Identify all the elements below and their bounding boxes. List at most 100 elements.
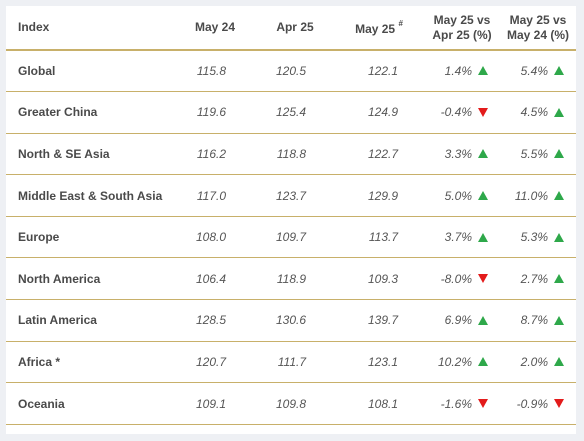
header-vs-apr25-line2: Apr 25 (%): [432, 27, 492, 42]
cell-vs-apr25: 5.0%: [424, 174, 500, 217]
header-row: Index May 24 Apr 25 May 25 # May 25 vs Ap…: [6, 6, 576, 51]
table-row: North & SE Asia 116.2 118.8 122.7 3.3% 5.5%: [6, 133, 576, 176]
cell-vs-may24: 5.4%: [500, 50, 576, 93]
header-vs-apr25: May 25 vs Apr 25 (%): [424, 6, 500, 51]
table-row: Latin America 128.5 130.6 139.7 6.9% 8.7%: [6, 299, 576, 342]
cell-vs-apr25: -1.6%: [424, 382, 500, 425]
header-vs-may24-line1: May 25 vs: [509, 12, 567, 27]
vs-apr25-value: 10.2%: [437, 354, 472, 369]
header-vs-apr25-line1: May 25 vs: [433, 12, 491, 27]
triangle-up-icon: [554, 232, 564, 242]
table-row: Global 115.8 120.5 122.1 1.4% 5.4%: [6, 50, 576, 93]
triangle-up-icon: [554, 315, 564, 325]
cell-vs-apr25: 1.4%: [424, 50, 500, 93]
vs-may24-value: -0.9%: [516, 396, 548, 411]
vs-apr25-value: 3.3%: [444, 146, 472, 161]
triangle-up-icon: [478, 66, 488, 76]
cell-apr25: 118.8: [256, 133, 334, 176]
cell-vs-may24: 8.7%: [500, 299, 576, 342]
vs-may24-value: 11.0%: [514, 188, 548, 203]
vs-apr25-value: 1.4%: [444, 64, 472, 79]
header-may24: May 24: [174, 6, 256, 51]
row-index-name: Africa *: [6, 341, 174, 384]
cell-may25: 122.7: [334, 133, 424, 176]
vs-may24-value: 5.5%: [520, 146, 548, 161]
row-index-name: Europe: [6, 216, 174, 259]
vs-may24-value: 4.5%: [520, 105, 548, 120]
triangle-up-icon: [478, 149, 488, 159]
cell-apr25: 118.9: [256, 257, 334, 301]
row-index-name: Global: [6, 50, 174, 93]
triangle-up-icon: [478, 232, 488, 242]
cell-vs-may24: 5.3%: [500, 216, 576, 259]
cell-vs-may24: 2.7%: [500, 257, 576, 301]
triangle-down-icon: [478, 107, 488, 117]
triangle-up-icon: [554, 107, 564, 117]
vs-may24-value: 5.3%: [520, 230, 548, 245]
table-row: Middle East & South Asia 117.0 123.7 129.9 5…: [6, 174, 576, 217]
triangle-down-icon: [478, 274, 488, 284]
vs-apr25-value: -8.0%: [440, 271, 472, 286]
index-table-card: Index May 24 Apr 25 May 25 # May 25 vs Ap…: [6, 6, 576, 434]
row-index-name: Oceania: [6, 382, 174, 425]
header-vs-may24-line2: May 24 (%): [506, 27, 570, 42]
cell-may25: 108.1: [334, 382, 424, 425]
vs-apr25-value: 3.7%: [444, 230, 472, 245]
cell-may24: 109.1: [174, 382, 256, 425]
cell-vs-apr25: 10.2%: [424, 341, 500, 384]
cell-apr25: 111.7: [256, 341, 334, 384]
triangle-up-icon: [554, 357, 564, 367]
cell-vs-apr25: -0.4%: [424, 91, 500, 134]
table-body: Global 115.8 120.5 122.1 1.4% 5.4% Greater Chi…: [6, 50, 576, 425]
cell-vs-apr25: 3.7%: [424, 216, 500, 259]
table-row: Greater China 119.6 125.4 124.9 -0.4% 4.5%: [6, 91, 576, 134]
cell-may24: 120.7: [174, 341, 256, 384]
triangle-up-icon: [554, 274, 564, 284]
cell-may25: 122.1: [334, 50, 424, 93]
cell-may25: 124.9: [334, 91, 424, 134]
triangle-up-icon: [554, 149, 564, 159]
cell-may24: 116.2: [174, 133, 256, 176]
table-row: Africa * 120.7 111.7 123.1 10.2% 2.0%: [6, 341, 576, 384]
table-row: North America 106.4 118.9 109.3 -8.0% 2.7%: [6, 257, 576, 301]
cell-vs-may24: 11.0%: [500, 174, 576, 217]
header-may25-mark: #: [398, 19, 403, 28]
header-apr25: Apr 25: [256, 6, 334, 51]
cell-apr25: 109.7: [256, 216, 334, 259]
cell-vs-may24: -0.9%: [500, 382, 576, 425]
cell-may25: 139.7: [334, 299, 424, 342]
cell-apr25: 125.4: [256, 91, 334, 134]
vs-apr25-value: -0.4%: [440, 105, 472, 120]
triangle-up-icon: [554, 190, 564, 200]
header-may25: May 25 #: [334, 6, 424, 51]
cell-may24: 115.8: [174, 50, 256, 93]
cell-may25: 123.1: [334, 341, 424, 384]
vs-may24-value: 5.4%: [520, 64, 548, 79]
row-index-name: North America: [6, 257, 174, 301]
cell-may25: 109.3: [334, 257, 424, 301]
cell-may25: 113.7: [334, 216, 424, 259]
vs-apr25-value: -1.6%: [440, 396, 472, 411]
vs-apr25-value: 6.9%: [444, 313, 472, 328]
vs-may24-value: 2.7%: [520, 271, 548, 286]
cell-vs-apr25: 6.9%: [424, 299, 500, 342]
cell-may24: 119.6: [174, 91, 256, 134]
cell-vs-may24: 5.5%: [500, 133, 576, 176]
cell-apr25: 109.8: [256, 382, 334, 425]
index-table: Index May 24 Apr 25 May 25 # May 25 vs Ap…: [6, 6, 576, 425]
cell-vs-may24: 2.0%: [500, 341, 576, 384]
header-may25-label: May 25: [355, 22, 396, 36]
cell-vs-apr25: -8.0%: [424, 257, 500, 301]
row-index-name: Middle East & South Asia: [6, 174, 174, 217]
header-vs-may24: May 25 vs May 24 (%): [500, 6, 576, 51]
triangle-up-icon: [478, 315, 488, 325]
cell-vs-apr25: 3.3%: [424, 133, 500, 176]
cell-vs-may24: 4.5%: [500, 91, 576, 134]
triangle-up-icon: [478, 357, 488, 367]
row-index-name: North & SE Asia: [6, 133, 174, 176]
vs-apr25-value: 5.0%: [444, 188, 472, 203]
triangle-up-icon: [478, 190, 488, 200]
header-index: Index: [6, 6, 174, 51]
cell-apr25: 120.5: [256, 50, 334, 93]
row-index-name: Latin America: [6, 299, 174, 342]
